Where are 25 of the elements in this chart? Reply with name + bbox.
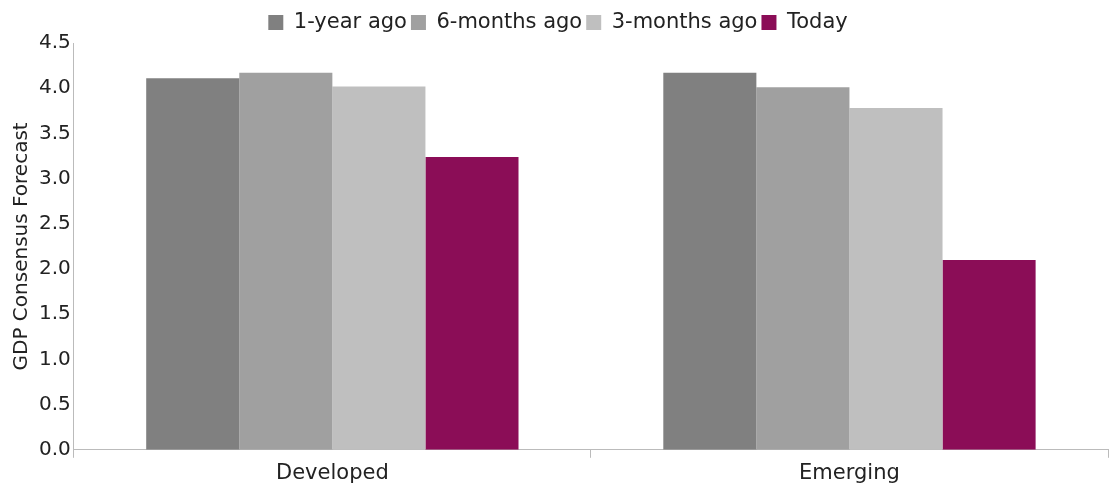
y-tick-label: 0.5 bbox=[38, 390, 71, 415]
bar bbox=[663, 72, 757, 450]
bar bbox=[146, 78, 240, 450]
x-tick-label: Emerging bbox=[799, 459, 900, 484]
legend-label: 6-months ago bbox=[436, 8, 583, 33]
legend-label: Today bbox=[785, 8, 848, 33]
y-tick-label: 3.0 bbox=[38, 164, 71, 189]
y-tick-label: 2.5 bbox=[38, 210, 71, 234]
legend-label: 1-year ago bbox=[293, 8, 407, 33]
y-tick-label: 1.0 bbox=[38, 345, 71, 370]
y-tick-label: 4.0 bbox=[38, 74, 71, 99]
bar bbox=[942, 259, 1036, 450]
y-tick-label: 1.5 bbox=[38, 300, 71, 325]
y-axis-title: GDP Consensus Forecast bbox=[8, 122, 33, 371]
bar bbox=[849, 108, 943, 450]
y-tick-label: 4.5 bbox=[38, 29, 71, 54]
bar bbox=[756, 87, 850, 450]
x-tick-label: Developed bbox=[276, 459, 389, 484]
bar bbox=[425, 156, 519, 450]
y-tick-label: 3.5 bbox=[38, 119, 71, 144]
bar bbox=[239, 72, 333, 450]
y-tick-label: 2.0 bbox=[38, 255, 71, 280]
y-tick-label: 0.0 bbox=[38, 436, 71, 460]
bar bbox=[332, 86, 426, 450]
legend-label: 3-months ago bbox=[611, 8, 758, 33]
